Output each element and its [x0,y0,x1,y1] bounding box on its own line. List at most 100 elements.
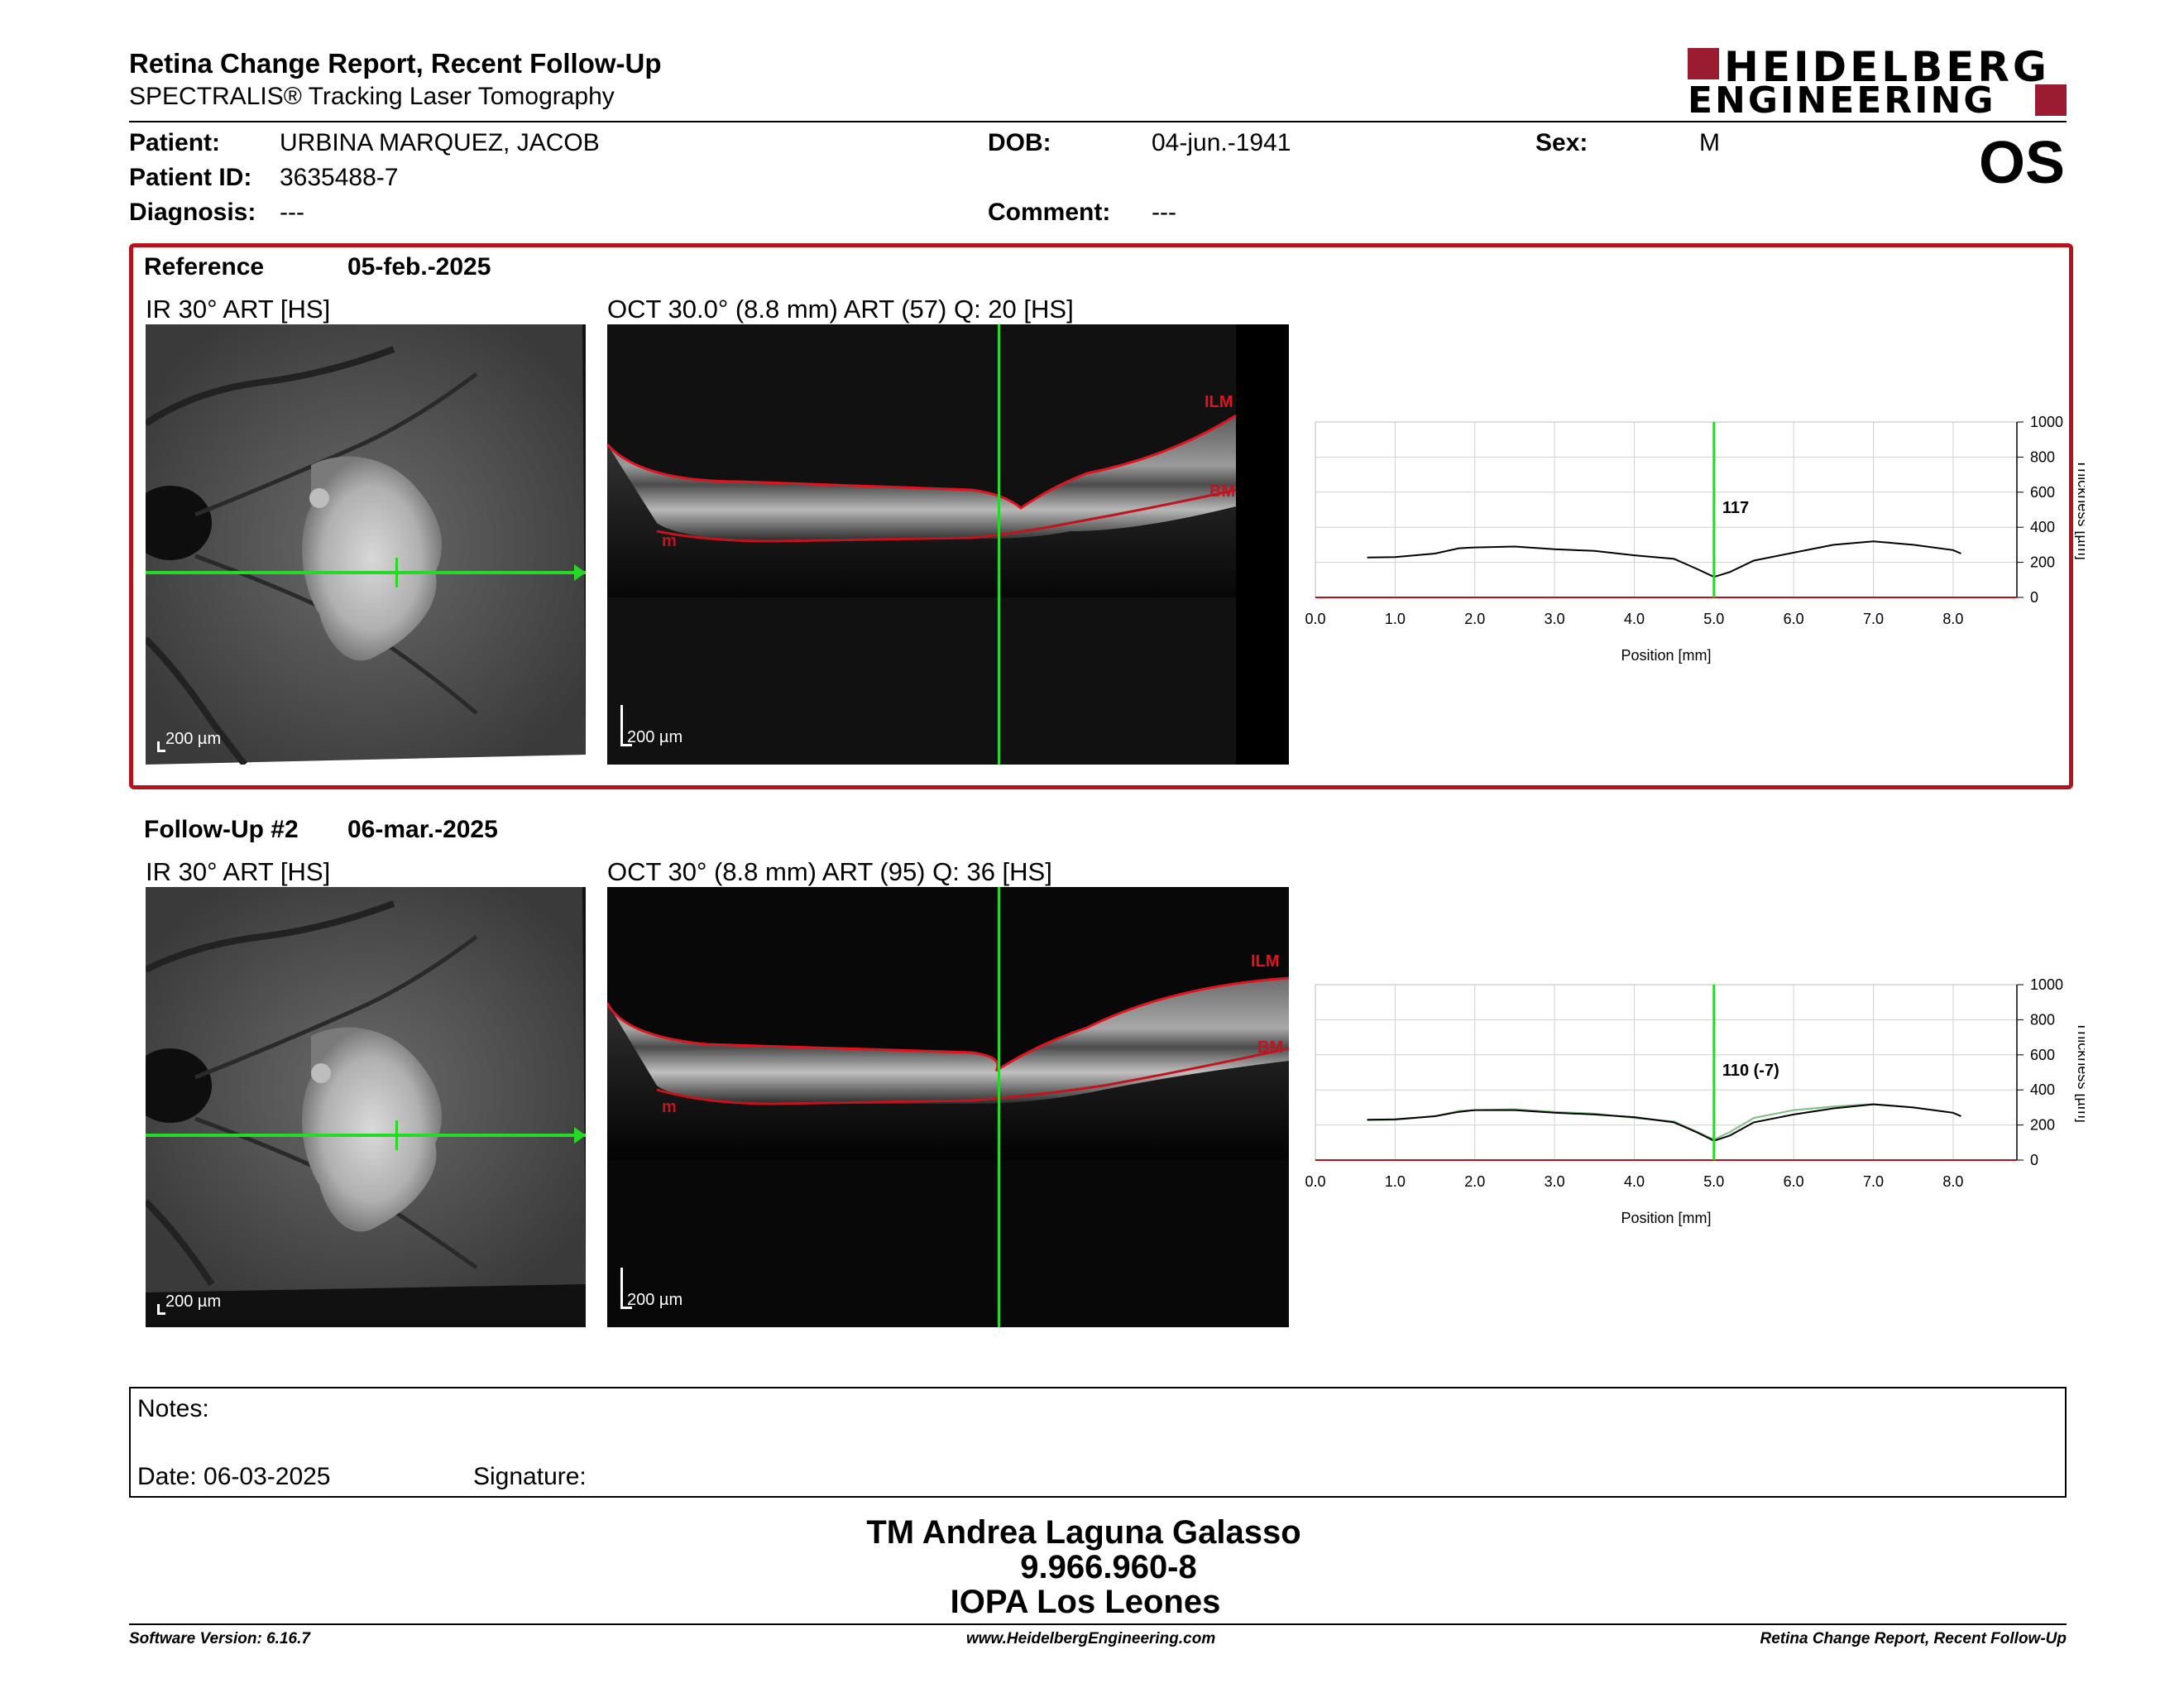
signer-name: TM Andrea Laguna Galasso [866,1514,1301,1551]
x-tick-label: 8.0 [1942,1173,1963,1190]
patient-label: Patient: [129,129,221,156]
y-tick-label: 0 [2030,589,2038,606]
thickness-series-line [1367,1103,1961,1142]
followup-ir-title: IR 30° ART [HS] [146,857,331,886]
y-tick-label: 400 [2030,1081,2055,1098]
reference-label: Reference [144,253,265,281]
logo-square-icon-2 [2035,84,2067,116]
x-tick-label: 2.0 [1464,611,1485,627]
followup-arrow-right-icon [574,1127,586,1144]
y-tick-label: 800 [2030,448,2055,465]
notes-label: Notes: [137,1395,209,1422]
x-tick-label: 8.0 [1942,611,1963,627]
bm-label: BM [1209,482,1235,501]
x-tick-label: 7.0 [1863,1173,1884,1190]
reference-oct-title: OCT 30.0° (8.8 mm) ART (57) Q: 20 [HS] [607,295,1074,324]
reference-thickness-chart: 0.0 1.0 2.0 3.0 4.0 5.0 6.0 7.0 8.0 0 200 400 600 800… [1305,414,2085,664]
x-tick-label: 6.0 [1784,611,1804,627]
x-tick-label: 4.0 [1624,611,1645,627]
reference-date: 05-feb.-2025 [347,253,491,281]
cursor-value-label: 110 (-7) [1722,1062,1779,1080]
followup-label: Follow-Up #2 [144,816,299,843]
x-tick-label: 1.0 [1385,611,1406,627]
notes-date: Date: 06-03-2025 [137,1463,331,1490]
patient-name: URBINA MARQUEZ, JACOB [280,129,600,156]
x-tick-label: 0.0 [1305,1173,1325,1190]
followup-bm-label: BM [1257,1038,1283,1057]
y-axis-label: Thickness [µm] [2075,459,2085,559]
x-tick-label: 7.0 [1863,611,1884,627]
y-tick-label: 1000 [2030,976,2063,993]
reference-oct-image[interactable]: ILM BM m 200 µm [607,324,1289,765]
signer-org: IOPA Los Leones [950,1584,1221,1620]
y-tick-label: 200 [2030,1117,2055,1134]
plot-area [1315,984,2018,1161]
signer-id: 9.966.960-8 [1020,1549,1197,1585]
y-tick-label: 400 [2030,519,2055,535]
followup-oct-title: OCT 30° (8.8 mm) ART (95) Q: 36 [HS] [607,857,1052,886]
diagnosis-label: Diagnosis: [129,199,256,226]
comment-value: --- [1152,199,1176,226]
footer-divider [129,1623,2067,1625]
sex-label: Sex: [1535,129,1588,156]
footer-website-link[interactable]: www.HeidelbergEngineering.com [966,1630,1216,1647]
x-axis-label: Position [mm] [1621,1210,1711,1226]
plot-area [1315,421,2018,598]
x-axis-label: Position [mm] [1621,647,1711,664]
x-tick-label: 3.0 [1545,611,1565,627]
followup-oct-image[interactable]: ILM BM m 200 µm [607,887,1289,1327]
reference-ir-title: IR 30° ART [HS] [146,295,331,324]
header-divider [129,121,2067,122]
report-subtitle: SPECTRALIS® Tracking Laser Tomography [129,83,615,110]
followup-scale-label: 200 µm [165,1292,222,1311]
thickness-series-line [1367,540,1961,578]
followup-scan-line [146,1134,586,1137]
cursor-value-label: 117 [1722,499,1749,517]
arrow-right-icon [574,564,586,581]
scale-bar-icon [157,741,160,751]
followup-m-marker-label: m [662,1098,677,1116]
patient-id-label: Patient ID: [129,164,252,191]
eye-indicator: OS [1979,130,2066,196]
scale-label: 200 µm [165,730,222,748]
x-tick-label: 0.0 [1305,611,1325,627]
y-tick-label: 1000 [2030,414,2063,430]
logo-line1: HEIDELBERG [1724,43,2050,91]
followup-scan-position-marker [395,1120,398,1150]
x-tick-label: 3.0 [1545,1173,1565,1190]
x-tick-label: 2.0 [1464,1173,1485,1190]
x-tick-label: 5.0 [1703,611,1724,627]
logo-square-icon [1688,48,1719,79]
diagnosis-value: --- [280,199,304,226]
dob-value: 04-jun.-1941 [1152,129,1291,156]
followup-oct-scale-label: 200 µm [627,1291,683,1309]
footer-report-name: Retina Change Report, Recent Follow-Up [1760,1630,2067,1647]
x-tick-label: 5.0 [1703,1173,1724,1190]
scan-line [146,571,586,574]
sex-value: M [1699,129,1720,156]
followup-ilm-label: ILM [1251,952,1279,971]
y-tick-label: 800 [2030,1011,2055,1028]
x-tick-label: 6.0 [1784,1173,1804,1190]
y-axis-label: Thickness [µm] [2075,1022,2085,1122]
scan-position-marker [395,558,398,587]
footer-software-version: Software Version: 6.16.7 [129,1630,310,1647]
followup-date: 06-mar.-2025 [347,816,498,843]
reference-ir-image[interactable]: 200 µm [146,324,586,765]
y-tick-label: 200 [2030,554,2055,571]
y-tick-label: 600 [2030,484,2055,501]
notes-box[interactable]: Notes: Date: 06-03-2025 Signature: [129,1387,2067,1498]
reference-highlight-box [129,243,2073,789]
x-tick-label: 4.0 [1624,1173,1645,1190]
followup-thickness-chart: 0.0 1.0 2.0 3.0 4.0 5.0 6.0 7.0 8.0 0 200 400 600 800… [1305,976,2085,1226]
x-tick-label: 1.0 [1385,1173,1406,1190]
y-tick-label: 600 [2030,1047,2055,1063]
dob-label: DOB: [988,129,1051,156]
patient-id-value: 3635488-7 [280,164,399,191]
logo-line2: ENGINEERING [1688,79,1996,122]
ilm-label: ILM [1205,393,1233,411]
y-tick-label: 0 [2030,1152,2038,1168]
comment-label: Comment: [988,199,1111,226]
signature-label: Signature: [473,1463,587,1490]
followup-ir-image[interactable]: 200 µm [146,887,586,1327]
